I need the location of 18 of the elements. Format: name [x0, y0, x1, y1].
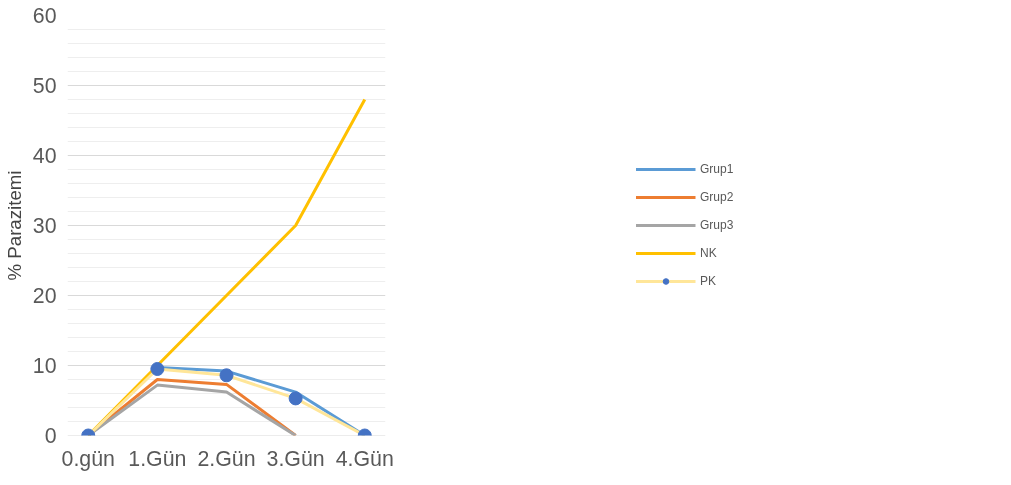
y-tick-label: 10 — [32, 354, 57, 378]
x-tick-label: 1.Gün — [128, 446, 187, 471]
y-tick-label: 60 — [32, 4, 57, 28]
x-tick-label: 3.Gün — [266, 446, 325, 471]
legend-label: PK — [700, 274, 717, 288]
x-tick-label: 4.Gün — [335, 446, 394, 471]
legend-label: Grup3 — [700, 218, 735, 232]
y-tick-label: 50 — [32, 74, 57, 98]
legend-label: Grup2 — [700, 190, 735, 204]
y-tick-label: 0 — [44, 424, 57, 448]
legend-label: NK — [700, 246, 718, 260]
y-axis-title: % Parazitemi — [3, 170, 25, 281]
y-tick-label: 20 — [32, 284, 57, 308]
x-tick-label: 2.Gün — [197, 446, 256, 471]
x-tick-label: 0.gün — [61, 446, 115, 471]
y-tick-label: 40 — [32, 144, 57, 168]
y-tick-label: 30 — [32, 214, 57, 238]
legend-label: Grup1 — [700, 162, 735, 176]
